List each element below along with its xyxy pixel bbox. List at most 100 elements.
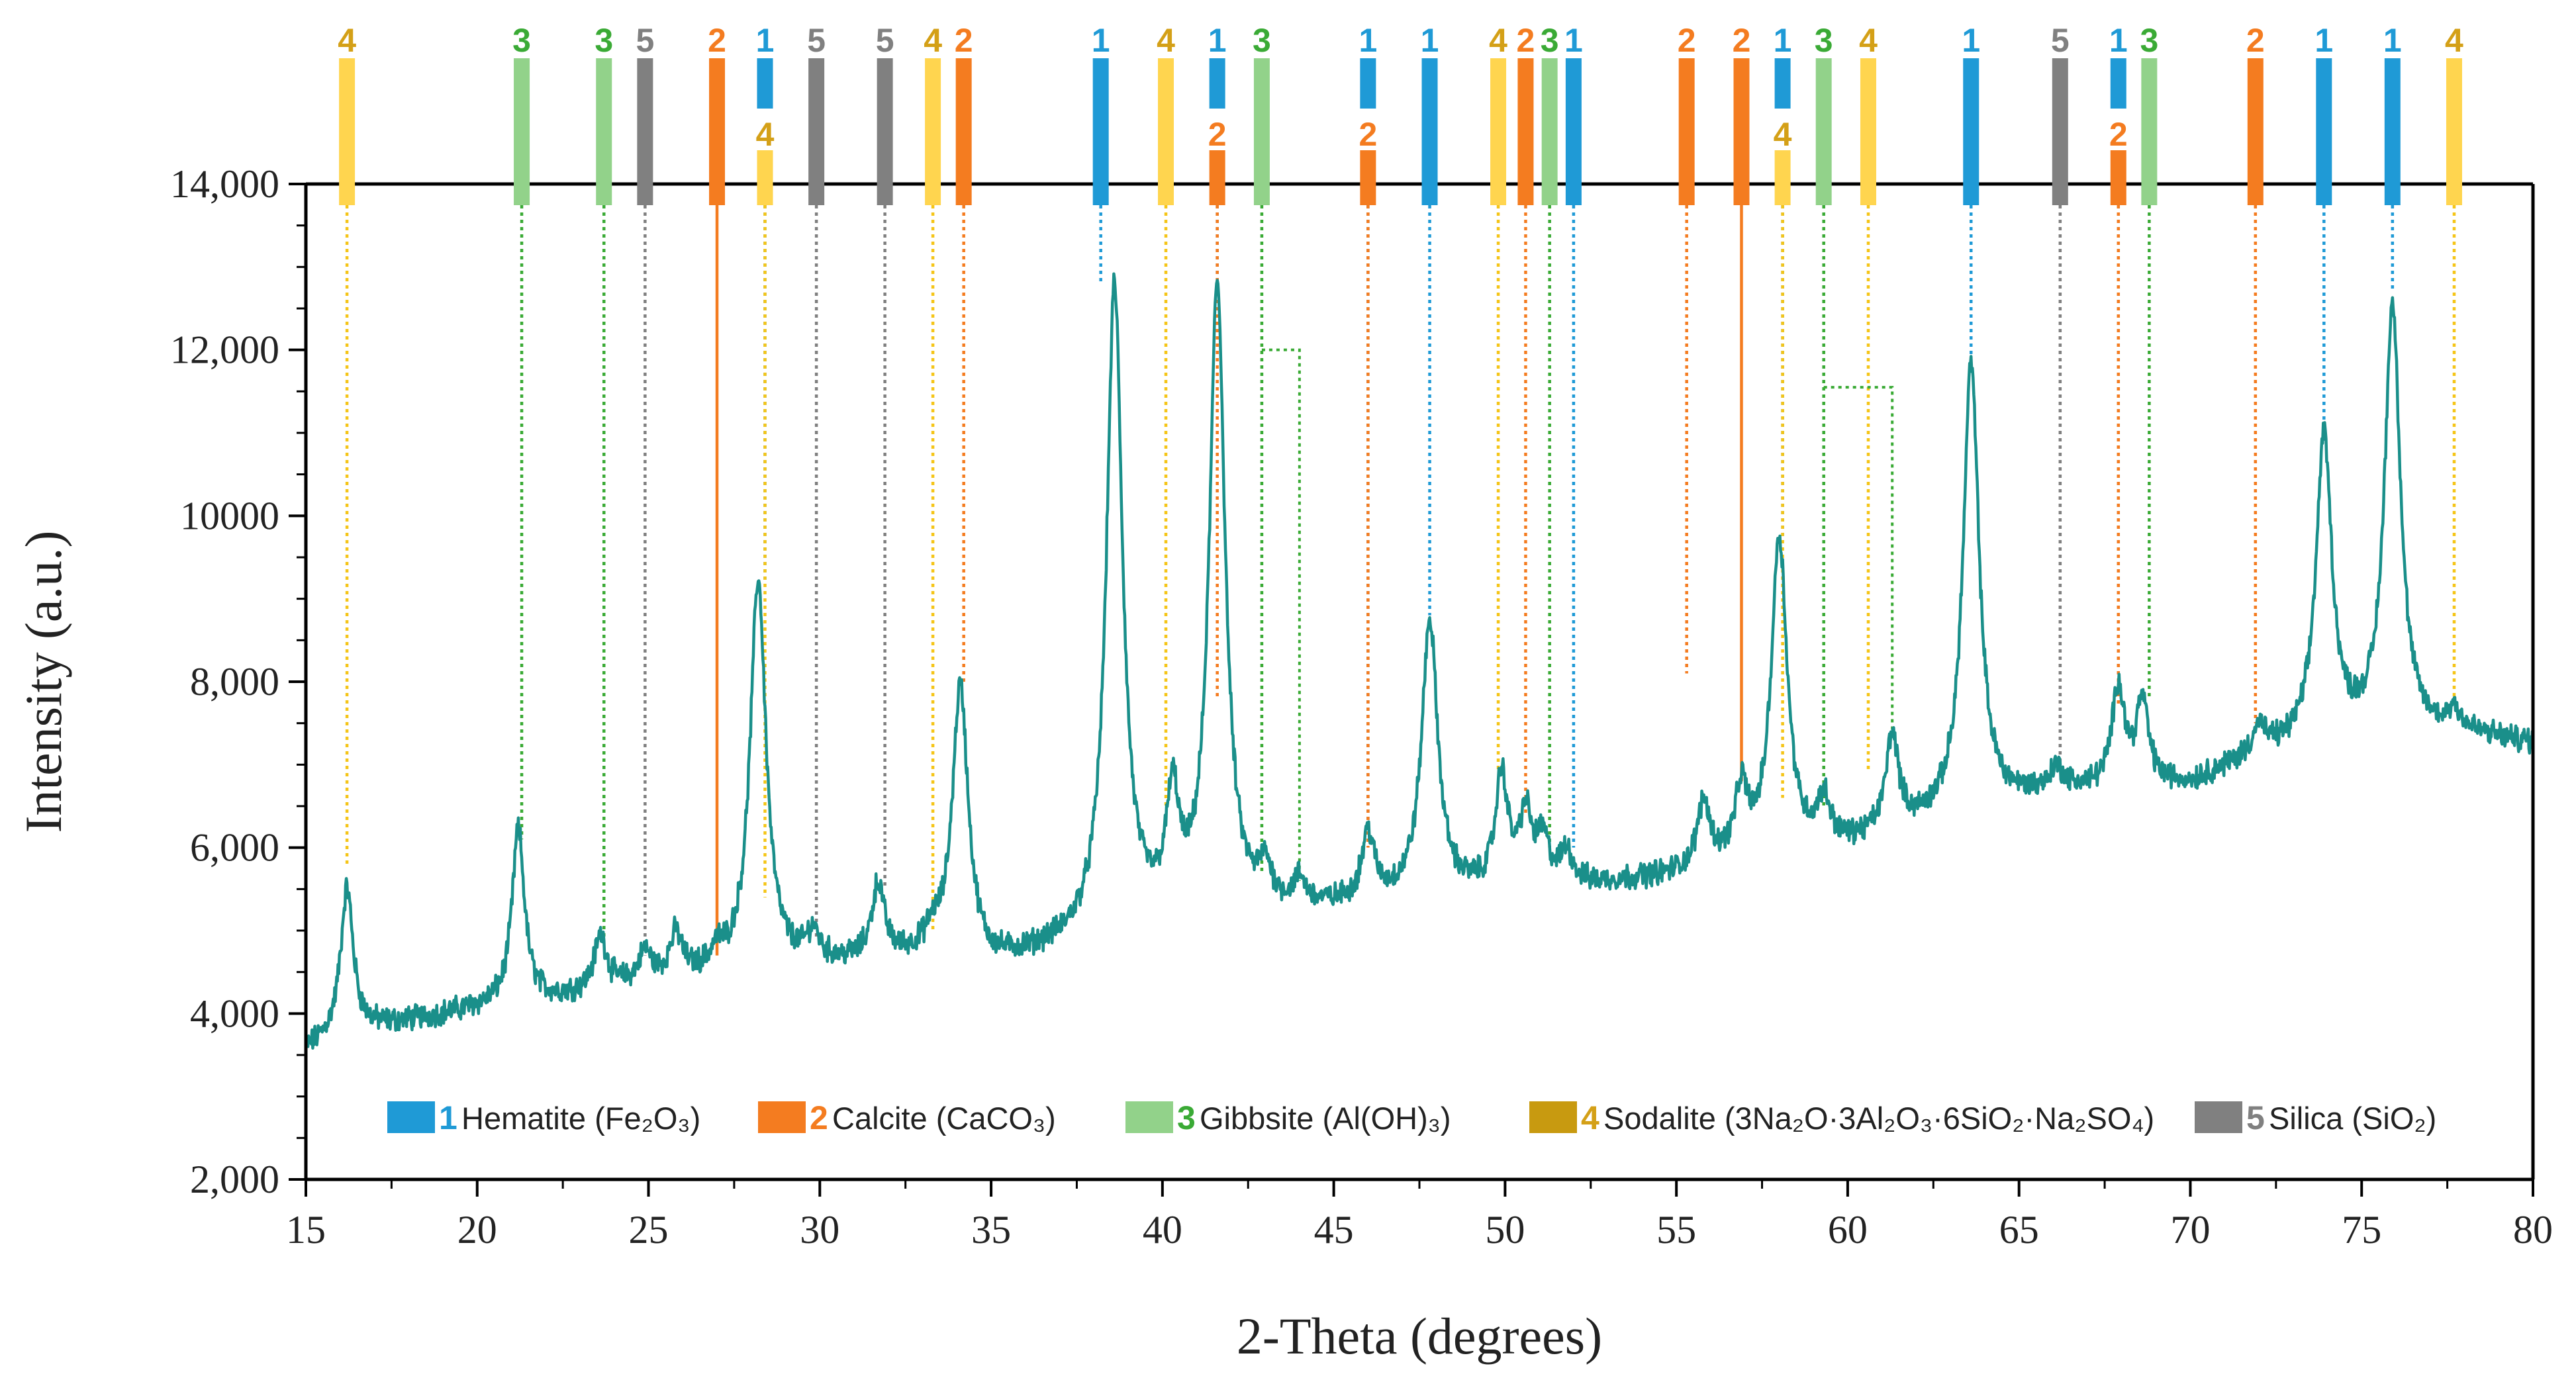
marker-bar-phase-2 bbox=[955, 58, 972, 205]
marker-label-phase-2: 2 bbox=[1678, 22, 1696, 59]
x-tick-label: 60 bbox=[1828, 1208, 1868, 1252]
marker-label-phase-3: 3 bbox=[595, 22, 613, 59]
marker-bar-phase-1 bbox=[2110, 58, 2126, 109]
marker-bar-phase-3 bbox=[2141, 58, 2158, 205]
marker-label-phase-1: 1 bbox=[1208, 22, 1227, 59]
marker-bar-phase-4 bbox=[2446, 58, 2462, 205]
marker-bar-phase-4 bbox=[1860, 58, 1876, 205]
x-tick-label: 50 bbox=[1485, 1208, 1525, 1252]
marker-label-phase-1: 1 bbox=[2314, 22, 2333, 59]
y-axis-title: Intensity (a.u.) bbox=[15, 530, 72, 833]
marker-bar-phase-2 bbox=[1678, 58, 1695, 205]
gibbsite-bracket-line bbox=[1823, 386, 1894, 740]
y-tick-label: 8,000 bbox=[190, 660, 279, 704]
x-tick-label: 80 bbox=[2513, 1208, 2553, 1252]
marker-bar-phase-4 bbox=[1774, 150, 1791, 205]
x-tick-label: 70 bbox=[2170, 1208, 2210, 1252]
marker-label-phase-2: 2 bbox=[1733, 22, 1751, 59]
xrd-trace-line bbox=[304, 272, 2535, 1050]
x-tick-label: 75 bbox=[2342, 1208, 2381, 1252]
marker-label-phase-2: 2 bbox=[1359, 116, 1377, 153]
marker-bar-phase-2 bbox=[1360, 150, 1376, 205]
x-axis-title: 2-Theta (degrees) bbox=[1237, 1307, 1602, 1365]
legend-swatch-phase-2 bbox=[758, 1101, 806, 1133]
y-tick-label: 12,000 bbox=[170, 328, 279, 372]
phase-marker-bars: 4 3 3 5 2 145 5 4 2 1 4 123 121 4 2 3 1 2 2 143 4 1 5 123 2 1 1 4 bbox=[338, 22, 2463, 205]
marker-bar-phase-5 bbox=[637, 58, 653, 205]
marker-bar-phase-2 bbox=[2110, 150, 2126, 205]
marker-bar-phase-3 bbox=[1253, 58, 1270, 205]
phase-drop-lines bbox=[345, 205, 2456, 956]
marker-label-phase-3: 3 bbox=[1541, 22, 1559, 59]
marker-label-phase-1: 1 bbox=[1092, 22, 1110, 59]
marker-bar-phase-1 bbox=[1774, 58, 1791, 109]
marker-label-phase-1: 1 bbox=[1421, 22, 1439, 59]
marker-label-phase-4: 4 bbox=[924, 22, 942, 59]
marker-bar-phase-1 bbox=[757, 58, 773, 109]
marker-label-phase-2: 2 bbox=[2246, 22, 2265, 59]
marker-label-phase-4: 4 bbox=[756, 116, 775, 153]
marker-bar-phase-3 bbox=[1815, 58, 1832, 205]
marker-bar-phase-4 bbox=[339, 58, 356, 205]
marker-bar-phase-1 bbox=[1092, 58, 1109, 205]
marker-label-phase-1: 1 bbox=[2109, 22, 2128, 59]
marker-label-phase-4: 4 bbox=[1489, 22, 1507, 59]
marker-bar-phase-1 bbox=[1209, 58, 1225, 109]
x-tick-label: 40 bbox=[1143, 1208, 1182, 1252]
marker-bar-phase-2 bbox=[1209, 150, 1225, 205]
marker-label-phase-3: 3 bbox=[1253, 22, 1271, 59]
legend-num-phase-4: 4 bbox=[1581, 1099, 1599, 1136]
marker-bar-phase-2 bbox=[1517, 58, 1534, 205]
x-tick-label: 20 bbox=[457, 1208, 497, 1252]
marker-bar-phase-1 bbox=[1421, 58, 1438, 205]
marker-bar-phase-1 bbox=[1360, 58, 1376, 109]
marker-label-phase-1: 1 bbox=[2383, 22, 2402, 59]
marker-bar-phase-3 bbox=[1541, 58, 1558, 205]
marker-label-phase-1: 1 bbox=[1774, 22, 1792, 59]
legend-swatch-phase-1 bbox=[387, 1101, 435, 1133]
marker-label-phase-5: 5 bbox=[2051, 22, 2070, 59]
marker-bar-phase-3 bbox=[596, 58, 612, 205]
x-tick-label: 65 bbox=[1999, 1208, 2039, 1252]
marker-bar-phase-4 bbox=[757, 150, 773, 205]
marker-label-phase-4: 4 bbox=[2445, 22, 2463, 59]
marker-bar-phase-5 bbox=[877, 58, 893, 205]
y-tick-label: 2,000 bbox=[190, 1158, 279, 1201]
marker-label-phase-1: 1 bbox=[1962, 22, 1980, 59]
gibbsite-bracket-line bbox=[1261, 348, 1301, 881]
x-tick-label: 35 bbox=[971, 1208, 1011, 1252]
legend-num-phase-3: 3 bbox=[1177, 1099, 1196, 1136]
marker-label-phase-4: 4 bbox=[1157, 22, 1175, 59]
x-tick-label: 25 bbox=[629, 1208, 669, 1252]
marker-label-phase-1: 1 bbox=[1564, 22, 1583, 59]
legend-num-phase-5: 5 bbox=[2246, 1099, 2265, 1136]
legend-label-phase-1: Hematite (Fe₂O₃) bbox=[461, 1101, 700, 1136]
trace-group bbox=[304, 272, 2535, 1050]
marker-bar-phase-1 bbox=[1963, 58, 1980, 205]
marker-bar-phase-4 bbox=[1158, 58, 1174, 205]
x-tick-label: 55 bbox=[1656, 1208, 1696, 1252]
marker-label-phase-3: 3 bbox=[512, 22, 531, 59]
marker-label-phase-5: 5 bbox=[636, 22, 654, 59]
legend-num-phase-2: 2 bbox=[810, 1099, 828, 1136]
plot-frame bbox=[304, 182, 2535, 1181]
y-tick-label: 10000 bbox=[180, 494, 279, 537]
marker-label-phase-4: 4 bbox=[1859, 22, 1878, 59]
marker-bar-phase-1 bbox=[2316, 58, 2332, 205]
axis-ticks: 15 20 25 30 35 40 45 50 55 60 65 70 75 802,0004,0006,… bbox=[170, 162, 2553, 1252]
legend-label-phase-2: Calcite (CaCO₃) bbox=[832, 1101, 1056, 1136]
marker-label-phase-2: 2 bbox=[1517, 22, 1535, 59]
marker-label-phase-2: 2 bbox=[1208, 116, 1227, 153]
marker-bar-phase-5 bbox=[2052, 58, 2068, 205]
x-tick-label: 30 bbox=[800, 1208, 839, 1252]
legend-num-phase-1: 1 bbox=[439, 1099, 457, 1136]
marker-label-phase-2: 2 bbox=[708, 22, 726, 59]
y-tick-label: 4,000 bbox=[190, 991, 279, 1035]
marker-bar-phase-1 bbox=[2384, 58, 2401, 205]
marker-label-phase-4: 4 bbox=[338, 22, 356, 59]
legend-swatch-phase-3 bbox=[1125, 1101, 1173, 1133]
marker-bar-phase-2 bbox=[2247, 58, 2264, 205]
marker-label-phase-2: 2 bbox=[955, 22, 973, 59]
